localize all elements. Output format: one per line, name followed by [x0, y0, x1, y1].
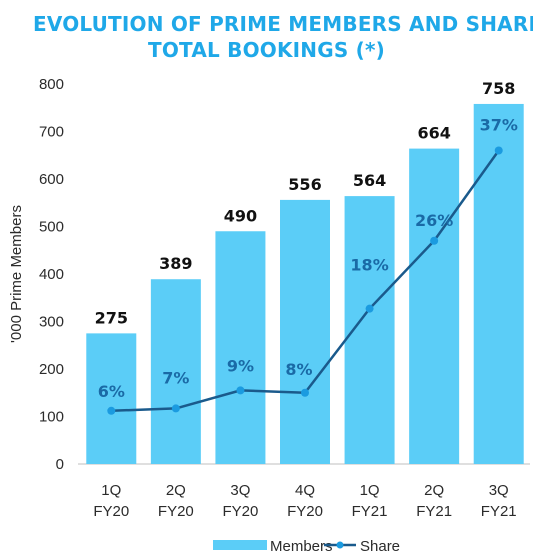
- bar-value-label: 389: [159, 254, 192, 273]
- y-tick-label: 500: [39, 219, 64, 236]
- y-tick-label: 800: [39, 76, 64, 93]
- x-tick-label-quarter: 2Q: [166, 482, 186, 499]
- y-axis-title: '000 Prime Members: [8, 205, 25, 343]
- bar-value-label: 758: [482, 79, 515, 98]
- legend-share-label: Share: [360, 538, 400, 555]
- share-markers: [107, 146, 503, 415]
- y-tick-label: 400: [39, 266, 64, 283]
- chart-title-line-1: EVOLUTION OF PRIME MEMBERS AND SHARE O: [33, 12, 533, 36]
- bar: [409, 148, 460, 464]
- bar: [473, 103, 524, 464]
- bar: [280, 199, 330, 464]
- x-tick-label-year: FY20: [158, 503, 194, 520]
- chart-title-line-2: TOTAL BOOKINGS (*): [148, 38, 385, 62]
- y-tick-label: 100: [39, 409, 64, 426]
- y-tick-label: 0: [56, 456, 64, 473]
- share-value-label: 37%: [480, 116, 518, 135]
- x-tick-label-year: FY21: [416, 503, 452, 520]
- y-axis-title-group: '000 Prime Members: [8, 205, 25, 343]
- x-tick-label-quarter: 3Q: [489, 482, 509, 499]
- y-tick-label: 200: [39, 361, 64, 378]
- legend-share-marker: [336, 541, 344, 549]
- share-value-label: 18%: [350, 256, 388, 275]
- share-point: [494, 146, 503, 155]
- legend: Members Share: [213, 538, 400, 555]
- share-point: [430, 236, 439, 245]
- x-axis-ticks: 1Q FY20 2Q FY20 3Q FY20 4Q FY20 1Q FY21 2Q FY21 3Q FY…: [93, 482, 516, 520]
- bar-value-label: 490: [224, 206, 257, 225]
- share-point: [365, 304, 374, 313]
- legend-members-label: Members: [270, 538, 333, 555]
- x-tick-label-quarter: 3Q: [230, 482, 250, 499]
- x-tick-label-quarter: 2Q: [424, 482, 444, 499]
- share-point: [301, 388, 309, 397]
- share-point: [236, 386, 245, 395]
- y-axis-ticks: 0 100 200 300 400 500 600 700 800: [39, 76, 64, 473]
- x-tick-label-year: FY20: [287, 503, 323, 520]
- x-tick-label-year: FY20: [222, 503, 258, 520]
- x-tick-label-quarter: 1Q: [360, 482, 380, 499]
- bar-value-label: 664: [417, 124, 450, 143]
- bar-value-label: 564: [353, 171, 386, 190]
- bar: [215, 231, 266, 464]
- share-value-label: 26%: [415, 211, 453, 230]
- y-tick-label: 700: [39, 124, 64, 141]
- x-tick-label-year: FY21: [352, 503, 388, 520]
- x-tick-label-quarter: 1Q: [101, 482, 121, 499]
- y-tick-label: 600: [39, 171, 64, 188]
- bar-value-label: 275: [95, 308, 128, 327]
- bar: [86, 333, 137, 464]
- bar-value-labels: 275 389 490 556 564 664 758: [95, 79, 516, 327]
- bar-value-label: 556: [288, 175, 321, 194]
- chart-title: EVOLUTION OF PRIME MEMBERS AND SHARE O T…: [0, 6, 533, 70]
- x-tick-label-quarter: 4Q: [295, 482, 315, 499]
- x-tick-label-year: FY20: [93, 503, 129, 520]
- share-point: [107, 406, 116, 415]
- share-point: [171, 404, 180, 413]
- share-value-label: 8%: [285, 360, 312, 379]
- share-value-label: 9%: [227, 356, 254, 375]
- share-value-label: 6%: [98, 382, 125, 401]
- legend-members-swatch: [213, 540, 267, 550]
- share-value-labels: 6% 7% 9% 8% 18% 26% 37%: [98, 116, 518, 401]
- bar: [150, 279, 201, 464]
- bars: [86, 103, 524, 464]
- x-tick-label-year: FY21: [481, 503, 517, 520]
- share-value-label: 7%: [162, 368, 189, 387]
- y-tick-label: 300: [39, 314, 64, 331]
